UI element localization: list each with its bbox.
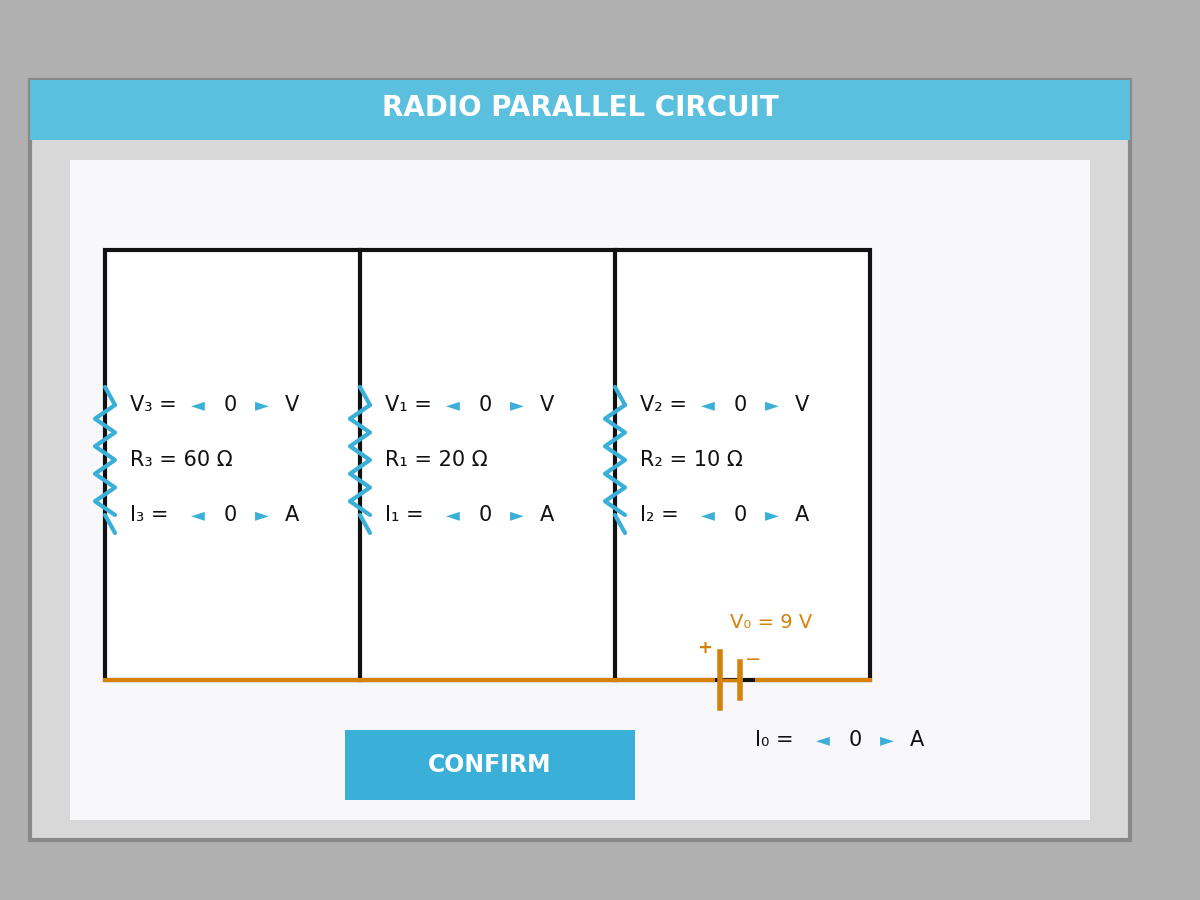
Text: R₂ = 10 Ω: R₂ = 10 Ω	[640, 450, 743, 470]
Text: I₃ =: I₃ =	[130, 505, 168, 525]
FancyBboxPatch shape	[346, 730, 635, 800]
Text: V₀ = 9 V: V₀ = 9 V	[730, 613, 812, 632]
Text: 0: 0	[223, 505, 236, 525]
Text: I₂ =: I₂ =	[640, 505, 679, 525]
Text: A: A	[284, 505, 299, 525]
Text: 0: 0	[733, 505, 746, 525]
FancyBboxPatch shape	[30, 80, 1130, 840]
Text: ◄: ◄	[446, 506, 460, 524]
Text: 0: 0	[479, 395, 492, 415]
Text: ►: ►	[256, 506, 269, 524]
Text: ◄: ◄	[191, 506, 205, 524]
Text: 0: 0	[848, 730, 862, 750]
Text: 0: 0	[733, 395, 746, 415]
Text: R₁ = 20 Ω: R₁ = 20 Ω	[385, 450, 487, 470]
Text: V₁ =: V₁ =	[385, 395, 432, 415]
Text: ►: ►	[510, 396, 524, 414]
Text: ◄: ◄	[816, 731, 830, 749]
Text: I₁ =: I₁ =	[385, 505, 424, 525]
Text: ►: ►	[766, 506, 779, 524]
FancyBboxPatch shape	[70, 160, 1090, 820]
Text: A: A	[910, 730, 924, 750]
Text: I₀ =: I₀ =	[755, 730, 793, 750]
Text: V: V	[284, 395, 299, 415]
Text: CONFIRM: CONFIRM	[428, 753, 552, 777]
Text: ◄: ◄	[446, 396, 460, 414]
Text: A: A	[794, 505, 809, 525]
Text: V₂ =: V₂ =	[640, 395, 686, 415]
Text: RADIO PARALLEL CIRCUIT: RADIO PARALLEL CIRCUIT	[382, 94, 779, 122]
Text: ►: ►	[880, 731, 894, 749]
Text: V₃ =: V₃ =	[130, 395, 176, 415]
Text: R₃ = 60 Ω: R₃ = 60 Ω	[130, 450, 233, 470]
Text: ◄: ◄	[191, 396, 205, 414]
FancyBboxPatch shape	[106, 250, 870, 680]
Text: V: V	[540, 395, 554, 415]
Text: +: +	[697, 639, 713, 657]
Text: 0: 0	[479, 505, 492, 525]
Text: ◄: ◄	[701, 506, 715, 524]
Text: A: A	[540, 505, 554, 525]
Text: ►: ►	[510, 506, 524, 524]
Text: ►: ►	[766, 396, 779, 414]
Text: V: V	[794, 395, 809, 415]
Text: ►: ►	[256, 396, 269, 414]
FancyBboxPatch shape	[30, 80, 1130, 140]
Text: −: −	[745, 651, 761, 670]
Text: ◄: ◄	[701, 396, 715, 414]
Text: 0: 0	[223, 395, 236, 415]
